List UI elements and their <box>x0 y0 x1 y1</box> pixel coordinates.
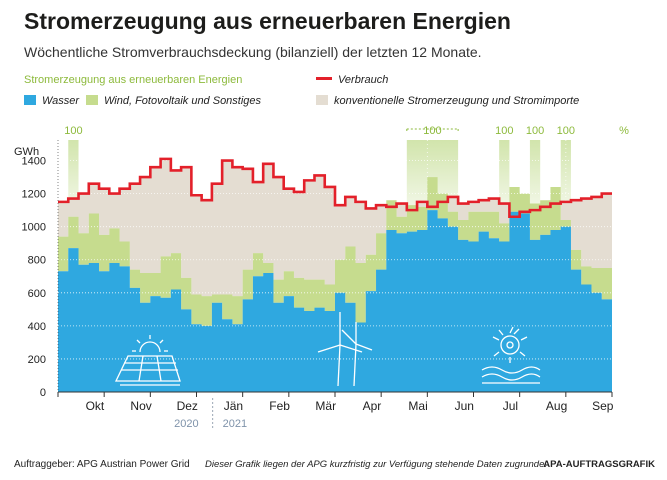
solar-panel-icon <box>114 335 181 386</box>
coverage-label: 100 <box>495 125 513 137</box>
decor-icons <box>114 312 541 387</box>
legend-swatch-wasser <box>24 95 36 105</box>
coverage-highlight <box>499 140 510 235</box>
legend-label-verbrauch: Verbrauch <box>338 74 389 86</box>
legend-item-wind: Wind, Fotovoltaik und Sonstiges <box>86 95 261 107</box>
area-wasser <box>58 210 612 392</box>
percent-label: % <box>619 125 629 137</box>
coverage-bracket <box>406 127 459 131</box>
chart-subtitle: Wöchentliche Stromverbrauchsdeckung (bil… <box>24 44 482 60</box>
y-tick-label: 1200 <box>22 189 46 201</box>
legend-label-wasser: Wasser <box>42 95 80 107</box>
footer-note: Dieser Grafik liegen der APG kurzfristig… <box>205 459 547 470</box>
y-tick-label: 1400 <box>22 156 46 168</box>
legend-heading: Stromerzeugung aus erneuerbaren Energien <box>24 74 243 86</box>
legend-swatch-wind <box>86 95 98 105</box>
legend-item-verbrauch: Verbrauch <box>316 74 388 86</box>
coverage-highlight <box>529 140 541 235</box>
footer-credit: APA-AUFTRAGSGRAFIK <box>543 459 655 470</box>
hydro-turbine-icon <box>481 326 541 384</box>
x-tick-label: Feb <box>269 399 290 413</box>
x-tick-label: Jän <box>224 399 243 413</box>
coverage-label: 100 <box>526 125 544 137</box>
coverage-label: 100 <box>557 125 575 137</box>
year-label: 2021 <box>223 418 247 430</box>
y-tick-label: 400 <box>28 321 46 333</box>
x-tick-label: Okt <box>86 399 105 413</box>
x-tick-label: Jul <box>503 399 518 413</box>
coverage-label: 100 <box>423 125 441 137</box>
x-tick-label: Dez <box>177 399 198 413</box>
chart-title: Stromerzeugung aus erneuerbaren Energien <box>24 8 511 34</box>
y-tick-label: 1000 <box>22 222 46 234</box>
wind-turbine-icon <box>317 312 373 387</box>
y-tick-label: 200 <box>28 354 46 366</box>
line-verbrauch <box>58 157 612 219</box>
coverage-highlight <box>68 140 79 235</box>
legend-item-konventionell: konventionelle Stromerzeugung und Stromi… <box>316 95 579 107</box>
legend-swatch-konventionell <box>316 95 328 105</box>
footer-client: Auftraggeber: APG Austrian Power Grid <box>14 459 190 470</box>
legend-swatch-verbrauch <box>316 77 332 80</box>
x-tick-label: Sep <box>592 399 614 413</box>
x-tick-label: Apr <box>363 399 382 413</box>
legend-item-wasser: Wasser <box>24 95 79 107</box>
x-tick-label: Mai <box>408 399 427 413</box>
y-unit-label: GWh <box>14 146 39 158</box>
y-tick-label: 800 <box>28 255 46 267</box>
y-tick-label: 600 <box>28 288 46 300</box>
coverage-label: 100 <box>64 125 82 137</box>
legend-label-wind: Wind, Fotovoltaik und Sonstiges <box>104 95 262 107</box>
area-wind <box>58 177 612 326</box>
x-tick-label: Jun <box>455 399 474 413</box>
y-tick-label: 0 <box>40 387 46 399</box>
area-konventionell <box>58 158 612 297</box>
x-tick-label: Aug <box>546 399 567 413</box>
coverage-highlight <box>560 140 571 235</box>
x-tick-label: Nov <box>130 399 151 413</box>
x-tick-label: Mär <box>315 399 336 413</box>
year-label: 2020 <box>174 418 198 430</box>
legend-label-konventionell: konventionelle Stromerzeugung und Stromi… <box>334 95 580 107</box>
